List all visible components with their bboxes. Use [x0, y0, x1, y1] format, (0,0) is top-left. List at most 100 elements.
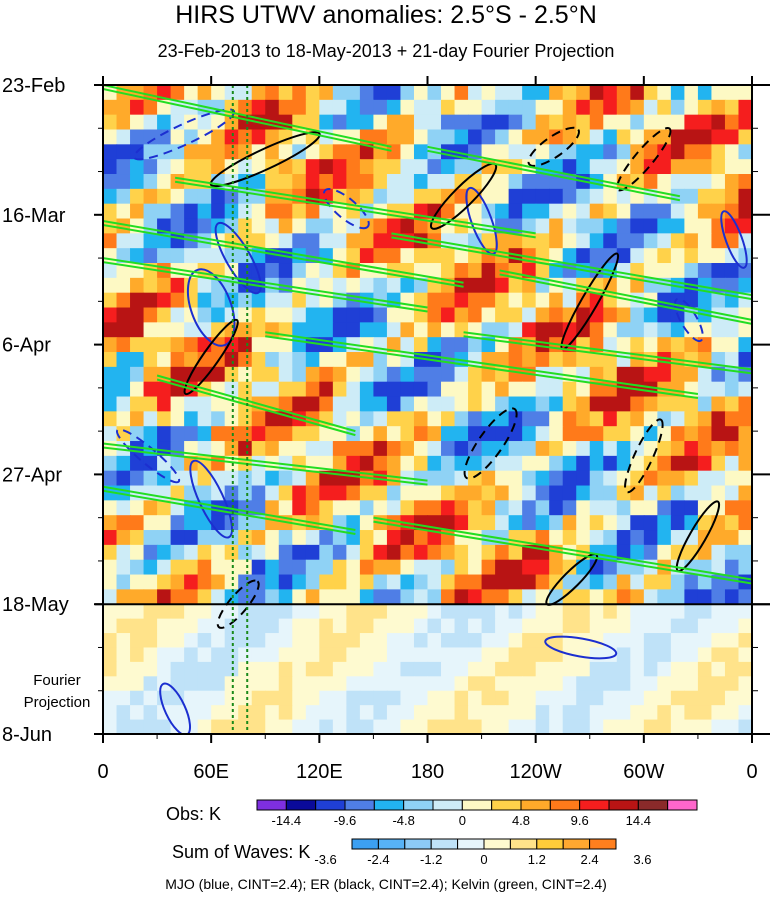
field-cell	[670, 85, 685, 101]
field-cell	[130, 719, 145, 734]
colorbar-tick-label: 9.6	[571, 813, 589, 828]
field-cell	[170, 719, 185, 734]
field-cell	[116, 381, 131, 398]
field-cell	[197, 530, 212, 546]
field-cell	[522, 203, 537, 220]
field-cell	[305, 470, 320, 487]
field-cell	[278, 705, 293, 721]
field-cell	[103, 633, 118, 649]
field-cell	[549, 661, 564, 677]
colorbar-swatch	[483, 838, 511, 850]
field-cell	[238, 705, 253, 721]
field-cell	[738, 647, 752, 663]
field-cell	[603, 470, 618, 487]
field-cell	[197, 647, 212, 663]
field-cell	[116, 530, 131, 546]
field-cell	[292, 647, 307, 663]
field-cell	[197, 292, 212, 309]
field-cell	[454, 574, 469, 590]
field-cell	[170, 426, 185, 442]
field-cell	[738, 500, 752, 516]
field-cell	[562, 99, 577, 116]
field-cell	[468, 589, 483, 605]
field-cell	[143, 396, 158, 412]
field-cell	[278, 292, 293, 309]
field-cell	[359, 647, 375, 663]
field-cell	[549, 381, 564, 398]
field-cell	[238, 85, 253, 101]
field-cell	[684, 618, 699, 634]
field-cell	[197, 485, 212, 501]
field-cell	[373, 618, 388, 634]
field-cell	[576, 159, 591, 175]
field-cell	[211, 411, 226, 427]
field-cell	[441, 559, 456, 576]
field-cell	[305, 263, 320, 279]
colorbar-swatch	[579, 799, 610, 811]
field-cell	[738, 705, 752, 721]
field-cell	[711, 470, 726, 487]
field-cell	[535, 515, 550, 531]
field-cell	[130, 690, 145, 706]
field-cell	[603, 85, 618, 101]
field-cell	[292, 500, 307, 516]
field-cell	[630, 366, 645, 383]
field-cell	[386, 676, 402, 692]
field-cell	[643, 337, 658, 353]
field-cell	[400, 589, 415, 605]
field-cell	[562, 411, 577, 427]
field-cell	[562, 676, 577, 692]
er-contour	[209, 131, 321, 188]
field-cell	[522, 129, 537, 145]
y-tick-label: 27-Apr	[2, 464, 62, 486]
field-cell	[130, 633, 145, 649]
field-cell	[670, 515, 685, 531]
field-cell	[265, 690, 280, 706]
field-cell	[211, 676, 226, 692]
field-cell	[630, 174, 645, 190]
colorbar-swatch	[589, 838, 617, 850]
field-cell	[562, 233, 577, 249]
field-cell	[643, 307, 658, 323]
field-cell	[319, 322, 334, 338]
field-cell	[305, 233, 320, 249]
field-cell	[292, 589, 307, 605]
field-cell	[562, 589, 577, 605]
field-cell	[603, 337, 618, 353]
field-cell	[386, 719, 402, 734]
field-cell	[103, 114, 118, 131]
field-cell	[332, 559, 347, 576]
field-cell	[670, 233, 685, 249]
field-cell	[630, 544, 645, 561]
field-cell	[630, 114, 645, 131]
field-cell	[413, 705, 429, 721]
field-cell	[481, 426, 496, 442]
field-cell	[305, 114, 320, 131]
y-tick-label: 18-May	[2, 594, 69, 616]
field-cell	[116, 144, 131, 160]
field-cell	[143, 337, 158, 353]
field-cell	[400, 114, 415, 131]
field-cell	[535, 248, 550, 264]
field-cell	[170, 676, 185, 692]
field-cell	[427, 129, 442, 145]
field-cell	[197, 307, 212, 323]
field-cell	[184, 352, 199, 368]
field-cell	[441, 604, 456, 620]
field-cell	[143, 411, 158, 427]
field-cell	[292, 307, 307, 323]
field-cell	[211, 203, 226, 220]
field-cell	[143, 455, 158, 472]
field-cell	[386, 277, 402, 294]
field-cell	[373, 647, 388, 663]
field-cell	[332, 114, 347, 131]
field-cell	[373, 426, 388, 442]
field-cell	[589, 544, 604, 561]
field-cell	[224, 203, 239, 220]
field-cell	[495, 144, 510, 160]
field-cell	[211, 515, 226, 531]
field-cell	[197, 618, 212, 634]
field-cell	[157, 530, 172, 546]
field-cell	[359, 159, 375, 175]
field-cell	[711, 485, 726, 501]
